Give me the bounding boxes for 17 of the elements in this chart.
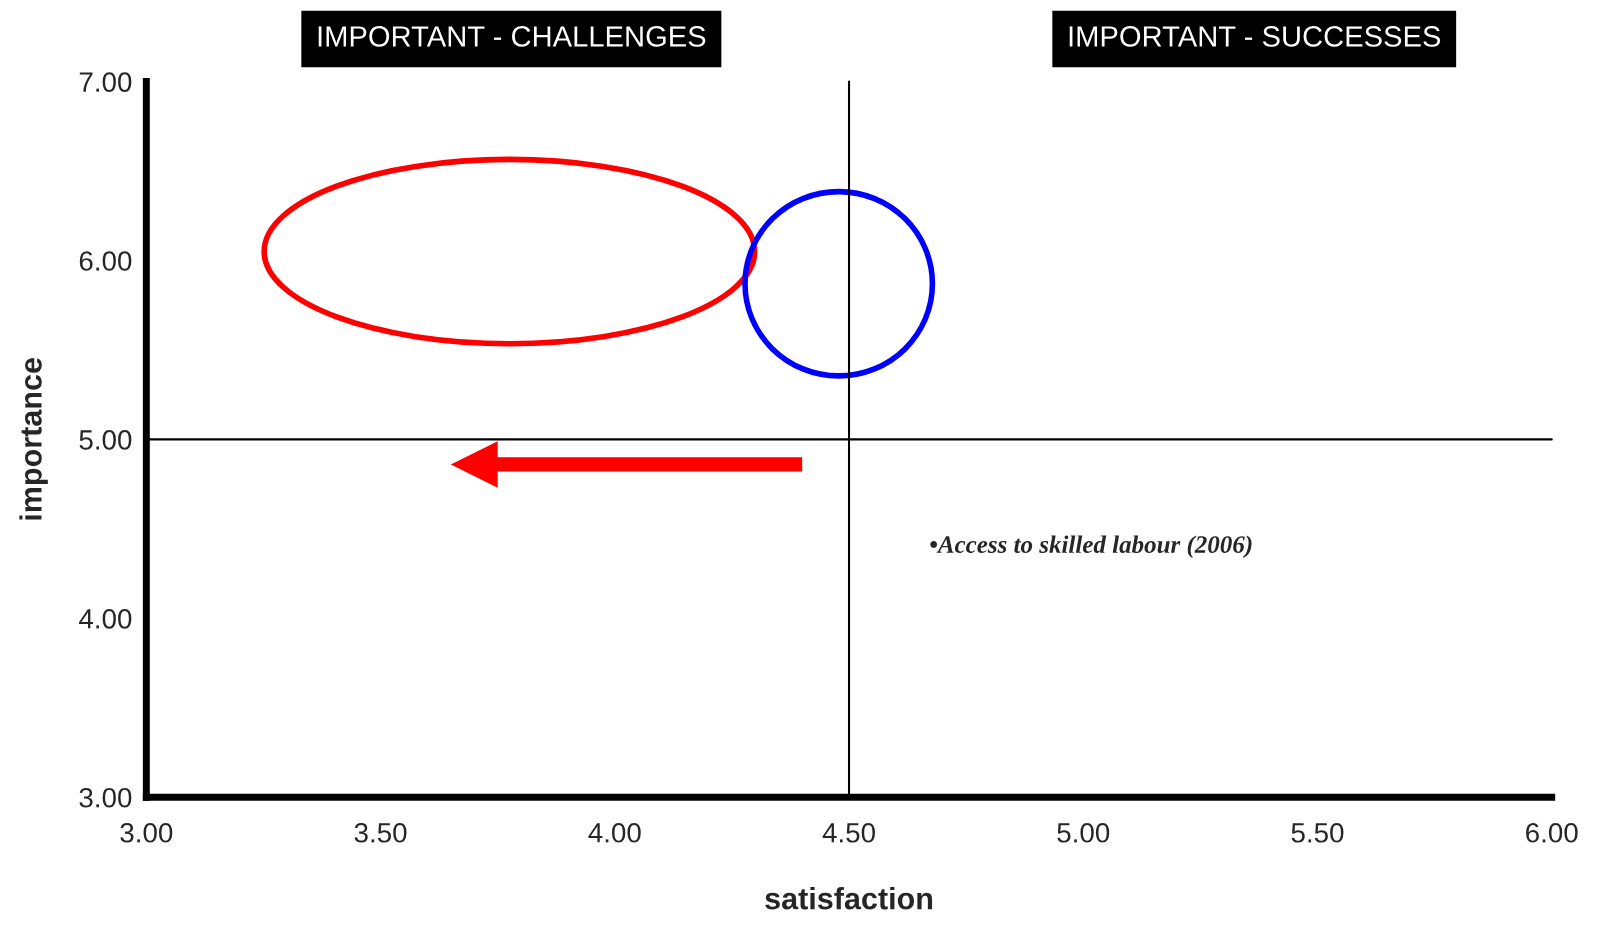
y-tick-label: 5.00 xyxy=(79,430,132,450)
y-tick-label: 4.00 xyxy=(79,608,132,629)
x-tick-label: 3.00 xyxy=(120,822,173,843)
x-tick-label: 3.50 xyxy=(354,822,407,843)
text: IMPORTANT - CHALLENGES xyxy=(318,26,706,47)
x-tick-label: 4.50 xyxy=(822,822,875,843)
x-tick-label: 5.00 xyxy=(1057,822,1110,843)
x-axis-title: satisfaction xyxy=(765,887,933,910)
y-tick-label: 7.00 xyxy=(79,72,132,92)
y-tick-label: 3.00 xyxy=(79,787,132,808)
y-axis-title: importance xyxy=(19,358,48,520)
x-tick-label: 5.50 xyxy=(1291,822,1344,843)
x-tick-label: 4.00 xyxy=(588,822,641,843)
x-tick-label: 6.00 xyxy=(1526,822,1578,843)
y-tick-label: 6.00 xyxy=(79,251,132,271)
annotation: •Access to skilled labour (2006) xyxy=(930,535,1252,559)
text: IMPORTANT - SUCCESSES xyxy=(1069,26,1441,47)
